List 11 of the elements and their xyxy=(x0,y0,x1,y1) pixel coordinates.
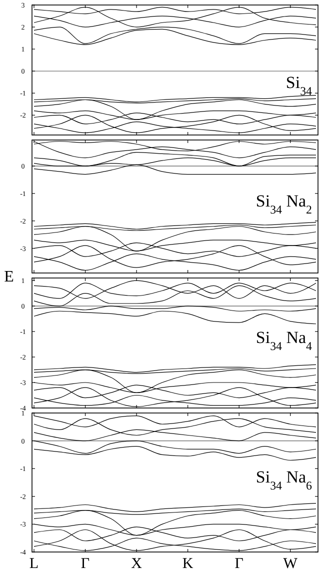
x-tick-label: Γ xyxy=(80,556,90,572)
annotation: Si$_{34}$ xyxy=(286,73,312,98)
x-tick-label: Γ xyxy=(234,556,244,572)
x-tick-label: W xyxy=(283,556,298,572)
annotation: Si$_{34}$ Na$_{4}$ xyxy=(256,328,312,353)
annotation: Si$_{34}$ Na$_{6}$ xyxy=(256,468,312,492)
x-tick-label: L xyxy=(29,556,39,572)
annotation: Si$_{34}$ Na$_{2}$ xyxy=(256,192,312,216)
y-axis-title: E xyxy=(4,268,14,286)
x-tick-label: X xyxy=(131,556,142,572)
x-tick-label: K xyxy=(182,556,194,572)
